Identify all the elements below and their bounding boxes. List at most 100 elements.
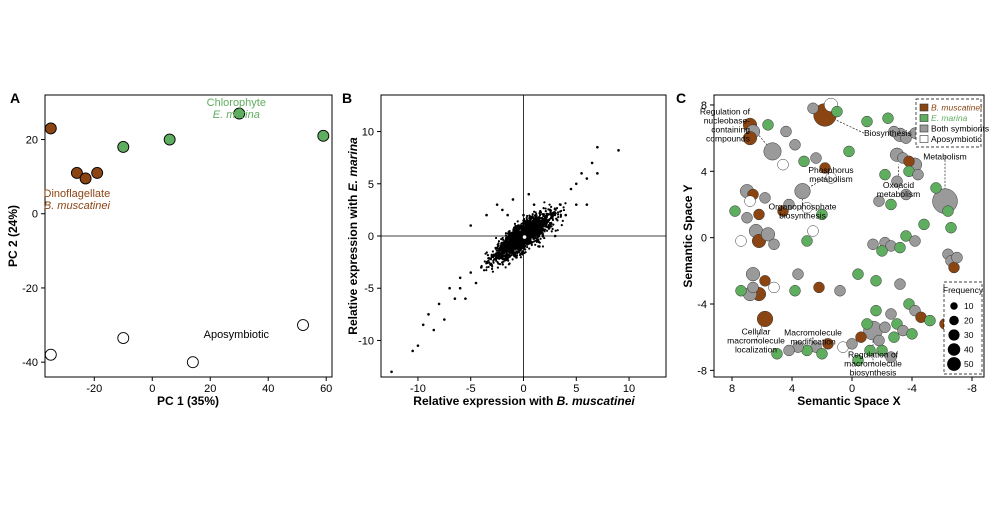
annotation-line: metabolism (809, 174, 852, 184)
cloud-point (504, 232, 508, 235)
point-bm (819, 162, 831, 174)
cloud-point (545, 222, 548, 225)
cloud-point (561, 219, 564, 222)
panel-c: C 8 4 0 -4 -8 840-4-8 Regulation of nucleobas… (676, 90, 989, 408)
cloud-point (522, 241, 525, 245)
cloud-point (541, 245, 545, 248)
point-em (735, 285, 747, 297)
cloud-point (506, 256, 509, 259)
point (469, 224, 473, 227)
cloud-point (516, 252, 519, 255)
point-both (763, 142, 782, 161)
point (585, 203, 589, 206)
panel-b-letter: B (342, 90, 352, 106)
annotation-line: Regulation of (700, 106, 751, 116)
annotation-line: Biosynthesis (864, 128, 912, 138)
point-both (759, 192, 771, 204)
cloud-point (525, 221, 528, 225)
point (543, 219, 546, 222)
cloud-point (550, 230, 553, 233)
point (474, 281, 478, 285)
cloud-point (536, 236, 539, 239)
annotation-line: biosynthesis (850, 368, 897, 378)
panel-b-x-label-species: B. muscatinei (557, 394, 636, 408)
x-tick-label: 0 (520, 383, 526, 395)
annotation-line: Metabolism (923, 151, 966, 161)
cloud-point (522, 233, 525, 236)
point-both (792, 268, 804, 280)
cloud-point (537, 232, 540, 235)
panel-c-annotations: Regulation of nucleobase-containing compou… (700, 106, 967, 377)
point-both (951, 251, 963, 264)
cloud-point (487, 256, 490, 260)
cloud-point (560, 224, 563, 227)
cloud-point (501, 261, 504, 264)
point-em (885, 198, 897, 211)
cloud-point (492, 261, 495, 264)
point-apo (186, 356, 199, 369)
annotation-line: macromolecule (844, 359, 902, 369)
point-both (867, 238, 879, 250)
cloud-point (486, 254, 490, 257)
cloud-point (544, 207, 547, 210)
point-em (861, 115, 873, 128)
size-legend-value: 20 (964, 316, 974, 326)
cloud-point (543, 201, 546, 204)
x-tick-label: 10 (623, 383, 635, 395)
x-tick-label: 40 (262, 383, 274, 395)
annotation-line: compounds (706, 133, 750, 143)
cloud-point (495, 259, 498, 262)
x-tick-label: 20 (204, 383, 216, 395)
cloud-point (549, 223, 552, 226)
point-em (789, 285, 801, 297)
cloud-point (556, 219, 559, 222)
point-apo (735, 235, 747, 247)
cloud-point (508, 233, 511, 237)
point-both (794, 183, 811, 200)
point-em (870, 275, 882, 287)
point (564, 213, 568, 217)
cloud-point (498, 254, 501, 258)
cloud-point (505, 244, 508, 247)
point-apo (825, 172, 837, 184)
panel-a-letter: A (10, 90, 20, 106)
cloud-point (527, 220, 530, 224)
cloud-point (514, 224, 517, 228)
cloud-point (501, 236, 504, 240)
cloud-point (534, 239, 537, 242)
y-tick-label: 0 (368, 231, 374, 243)
point (390, 370, 393, 374)
cloud-point (541, 233, 544, 236)
point (511, 198, 515, 201)
legend-swatch-em (919, 114, 929, 122)
point (485, 213, 488, 217)
annotation-line: modification (790, 337, 836, 347)
y-tick-label: 8 (701, 100, 707, 112)
point-both (909, 235, 921, 247)
cloud-point (490, 263, 494, 267)
cloud-point (521, 231, 524, 234)
point-both (834, 285, 846, 297)
cloud-point (531, 215, 534, 218)
point-em (861, 318, 873, 330)
y-tick-label: 5 (368, 179, 374, 191)
cloud-point (487, 265, 490, 269)
cloud-point (518, 238, 521, 241)
cloud-point (514, 226, 517, 229)
point-both (741, 212, 753, 224)
point-chloro (233, 107, 246, 120)
point-em (852, 268, 864, 280)
cloud-point (505, 250, 508, 253)
cloud-point (550, 213, 554, 217)
panel-b-y-label: Relative expression with E. marina (346, 137, 360, 335)
cloud-point (491, 250, 495, 253)
point (532, 203, 536, 206)
annotation-line: Macromolecule (784, 328, 842, 338)
cloud-point (554, 229, 557, 232)
point-both (745, 267, 761, 282)
cloud-point (518, 227, 521, 231)
point-dino (44, 122, 57, 135)
point (617, 149, 620, 152)
point-chloro (163, 133, 176, 146)
